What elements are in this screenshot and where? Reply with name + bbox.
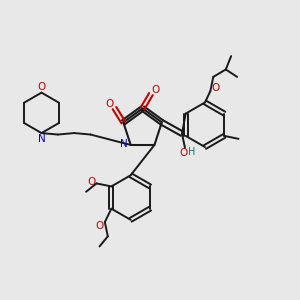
Text: N: N [120, 139, 128, 149]
Text: O: O [106, 99, 114, 109]
Text: O: O [212, 83, 220, 93]
Text: O: O [95, 220, 104, 231]
Text: O: O [38, 82, 46, 92]
Text: O: O [87, 177, 95, 187]
Text: O: O [179, 148, 188, 158]
Text: H: H [188, 147, 195, 157]
Text: N: N [38, 134, 45, 144]
Text: O: O [152, 85, 160, 95]
